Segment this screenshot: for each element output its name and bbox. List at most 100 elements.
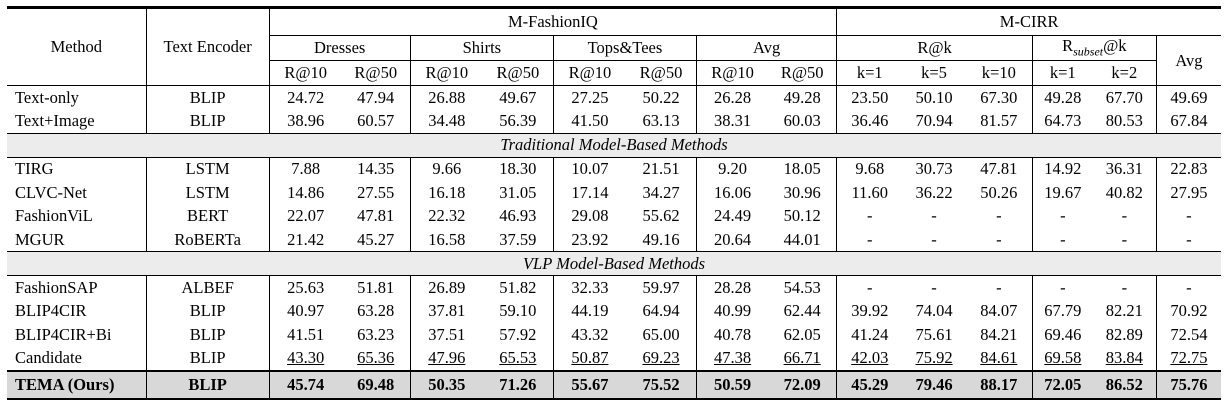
table-cell: -	[996, 206, 1002, 226]
table-cell: 26.88	[409, 85, 483, 110]
table-cell: 57.92	[499, 324, 537, 344]
table-cell: 84.61	[980, 348, 1018, 368]
header-col: R@50	[768, 60, 837, 86]
section-vlp: VLP Model-Based Methods	[7, 251, 1221, 277]
table-cell: 72.54	[1155, 323, 1221, 347]
table-cell: 67.30	[980, 87, 1018, 107]
table-cell: 60.03	[783, 111, 821, 131]
table-cell: 46.93	[499, 206, 537, 226]
header-shirts: Shirts	[409, 35, 554, 61]
table-cell: 9.68	[836, 157, 903, 182]
table-cell: 65.36	[357, 348, 395, 368]
table-cell: 86.52	[1092, 369, 1157, 400]
table-cell: 39.92	[836, 299, 903, 324]
table-cell: 67.70	[1105, 87, 1143, 107]
table-cell: 72.05	[1031, 369, 1093, 400]
table-cell: 47.81	[357, 206, 395, 226]
table-cell: 41.50	[552, 109, 626, 134]
table-cell: -	[1031, 275, 1093, 300]
table-cell: -	[931, 278, 937, 298]
table-cell: 50.35	[409, 369, 483, 400]
table-cell: 59.97	[642, 278, 680, 298]
table-cell: 69.48	[341, 369, 411, 400]
table-cell: 14.86	[268, 181, 342, 205]
table-cell: 43.30	[268, 346, 342, 371]
text-encoder: BLIP	[145, 85, 270, 110]
table-cell: 82.21	[1105, 301, 1143, 321]
method-name: Text+Image	[15, 111, 95, 131]
table-cell: -	[836, 227, 903, 252]
header-col: k=10	[965, 60, 1033, 86]
method-name: BLIP4CIR+Bi	[15, 324, 112, 344]
table-row: BLIP4CIR+Bi BLIP 41.51 63.23 37.51 57.92 43.32…	[7, 323, 1221, 347]
table-cell: 36.22	[915, 182, 953, 202]
rows-vlp: FashionSAP ALBEF 25.63 51.81 26.89 51.82 32.33…	[7, 275, 1221, 371]
table-cell: 63.13	[642, 111, 680, 131]
table-cell: 26.28	[696, 85, 769, 110]
table-cell: 63.28	[357, 301, 395, 321]
table-row: FashionViL BERT 22.07 47.81 22.32 46.93 29.08 5…	[7, 204, 1221, 228]
table-cell: 9.66	[409, 157, 483, 182]
table-cell: 16.58	[409, 227, 483, 252]
table-cell: 16.18	[409, 181, 483, 205]
table-cell: 38.31	[696, 109, 769, 134]
table-cell: 49.28	[783, 87, 821, 107]
table-cell: 88.17	[965, 369, 1033, 400]
header-col: R@50	[482, 60, 554, 86]
table-cell: 27.95	[1155, 181, 1221, 205]
rows-baseline: Text-only BLIP 24.72 47.94 26.88 49.67 27.25 50…	[7, 85, 1221, 134]
table-cell: 75.76	[1155, 369, 1221, 400]
table-cell: 31.05	[499, 182, 537, 202]
method-name: MGUR	[15, 229, 65, 249]
text-encoder: BLIP	[145, 346, 270, 371]
table-cell: 24.49	[696, 204, 769, 228]
table-cell: 23.92	[552, 227, 626, 252]
table-cell: 30.73	[915, 159, 953, 179]
table-cell: 14.35	[357, 159, 395, 179]
table-cell: 49.28	[1031, 85, 1093, 110]
table-cell: 47.94	[357, 87, 395, 107]
rows-ours: TEMA (Ours) BLIP 45.74 69.48 50.35 71.26 55.67…	[7, 369, 1221, 400]
table-cell: 49.69	[1155, 85, 1221, 110]
table-cell: 72.75	[1155, 346, 1221, 371]
table-cell: 70.92	[1155, 299, 1221, 324]
table-cell: 22.07	[268, 204, 342, 228]
table-cell: 54.53	[783, 278, 821, 298]
table-cell: -	[836, 275, 903, 300]
table-row: FashionSAP ALBEF 25.63 51.81 26.89 51.82 32.33…	[7, 275, 1221, 300]
table-cell: 22.83	[1155, 157, 1221, 182]
table-cell: 72.09	[768, 369, 837, 400]
table-cell: 84.07	[980, 301, 1018, 321]
table-cell: 45.74	[268, 369, 342, 400]
table-cell: -	[1121, 206, 1128, 226]
table-cell: 65.00	[642, 324, 680, 344]
table-cell: -	[1155, 227, 1221, 252]
table-cell: 59.10	[499, 301, 537, 321]
table-cell: 23.50	[836, 85, 903, 110]
text-encoder: BLIP	[145, 299, 270, 324]
table-cell: 63.23	[357, 324, 395, 344]
header-col: R@10	[268, 60, 342, 86]
table-cell: 50.59	[696, 369, 769, 400]
table-cell: 56.39	[499, 111, 537, 131]
table-cell: 50.22	[642, 87, 680, 107]
table-cell: 74.04	[915, 301, 953, 321]
table-cell: 82.89	[1105, 324, 1143, 344]
table-cell: -	[996, 229, 1002, 249]
table-cell: 10.07	[552, 157, 626, 182]
table-cell: 37.51	[409, 323, 483, 347]
table-cell: -	[1031, 204, 1093, 228]
table-cell: 55.67	[552, 369, 626, 400]
table-cell: 25.63	[268, 275, 342, 300]
method-name: FashionSAP	[15, 278, 98, 298]
table-cell: 34.27	[642, 182, 680, 202]
header-col: R@10	[696, 60, 769, 86]
header-dresses: Dresses	[268, 35, 411, 61]
method-name: CLVC-Net	[15, 182, 87, 202]
header-text-encoder: Text Encoder	[145, 6, 270, 86]
table-cell: -	[996, 278, 1002, 298]
table-cell: 27.55	[357, 182, 395, 202]
table-cell: 36.31	[1105, 159, 1143, 179]
text-encoder: LSTM	[145, 181, 270, 205]
table-cell: 60.57	[357, 111, 395, 131]
